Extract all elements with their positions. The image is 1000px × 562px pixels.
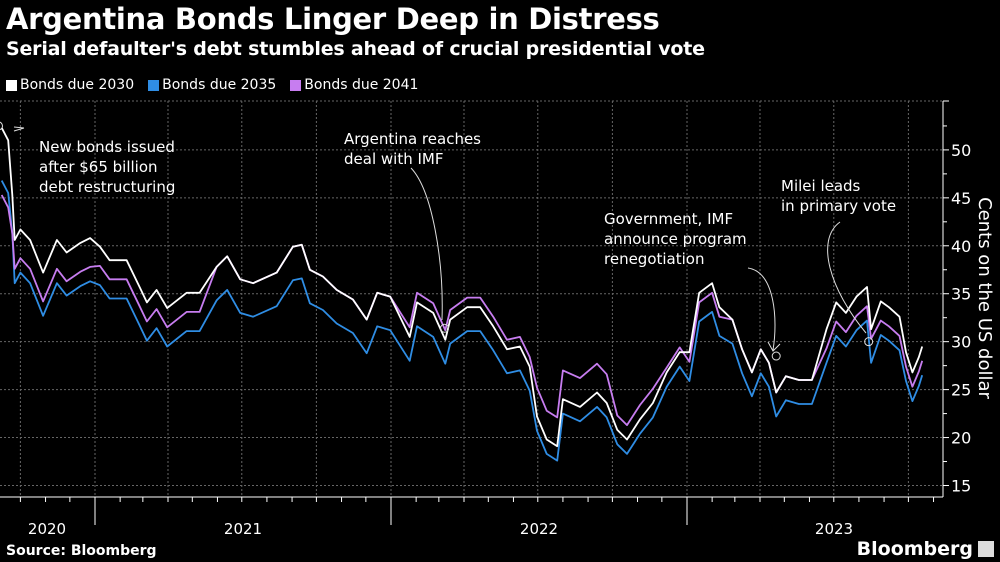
y-tick-label: 30 bbox=[951, 333, 971, 352]
annotation-text: New bonds issued bbox=[39, 138, 175, 156]
legend-label-2035: Bonds due 2035 bbox=[162, 77, 277, 93]
axes: 15 20 25 30 35 40 45 50 2020 2021 2022 2023 Cents on… bbox=[0, 100, 995, 538]
annotation-text: announce program bbox=[604, 230, 747, 248]
chart-title: Argentina Bonds Linger Deep in Distress bbox=[6, 2, 660, 36]
annotation-text: Government, IMF bbox=[604, 210, 733, 228]
annotation-text: deal with IMF bbox=[344, 150, 443, 168]
logo-chart-icon bbox=[978, 541, 994, 557]
legend-swatch-2041 bbox=[290, 79, 302, 91]
x-tick-label: 2022 bbox=[520, 520, 558, 538]
x-tick-label: 2023 bbox=[815, 520, 853, 538]
legend-item-2030: Bonds due 2030 bbox=[6, 77, 134, 93]
y-tick-label: 45 bbox=[951, 189, 971, 208]
annotation-text: Milei leads bbox=[781, 177, 861, 195]
bloomberg-logo: Bloomberg bbox=[857, 538, 994, 560]
legend-swatch-2035 bbox=[148, 79, 160, 91]
legend-swatch-2030 bbox=[6, 79, 17, 91]
source-note: Source: Bloomberg bbox=[6, 543, 157, 559]
annotation-marker bbox=[771, 351, 781, 361]
series-lines bbox=[0, 127, 924, 462]
y-axis-label: Cents on the US dollar bbox=[974, 197, 995, 399]
x-tick-label: 2020 bbox=[28, 520, 66, 538]
annotation-text: debt restructuring bbox=[39, 178, 175, 196]
annotation-text: Argentina reaches bbox=[344, 130, 481, 148]
chart-subtitle: Serial defaulter's debt stumbles ahead o… bbox=[6, 38, 705, 60]
series-line-bonds-due-2035 bbox=[0, 180, 924, 462]
annotation-marker bbox=[0, 121, 3, 131]
y-tick-label: 40 bbox=[951, 237, 971, 256]
legend: Bonds due 2030 Bonds due 2035 Bonds due … bbox=[6, 77, 418, 93]
annotation-marker bbox=[864, 337, 874, 347]
annotation-text: in primary vote bbox=[781, 197, 896, 215]
y-tick-label: 20 bbox=[951, 429, 971, 448]
legend-item-2041: Bonds due 2041 bbox=[290, 77, 418, 93]
annotation-arrow bbox=[410, 167, 443, 321]
series-line-bonds-due-2030 bbox=[0, 127, 924, 448]
annotation-text: after $65 billion bbox=[39, 158, 158, 176]
legend-label-2030: Bonds due 2030 bbox=[20, 77, 135, 93]
annotation-arrow bbox=[827, 221, 867, 334]
annotations: New bonds issued after $65 billion debt re… bbox=[0, 121, 896, 361]
annotation-text: renegotiation bbox=[604, 250, 704, 268]
y-tick-label: 25 bbox=[951, 381, 971, 400]
legend-label-2041: Bonds due 2041 bbox=[304, 77, 419, 93]
y-tick-label: 50 bbox=[951, 141, 971, 160]
legend-item-2035: Bonds due 2035 bbox=[148, 77, 276, 93]
logo-text: Bloomberg bbox=[856, 538, 973, 560]
annotation-marker bbox=[440, 323, 450, 333]
annotation-arrow bbox=[747, 267, 781, 352]
y-tick-label: 35 bbox=[951, 285, 971, 304]
x-tick-label: 2021 bbox=[224, 520, 262, 538]
y-tick-label: 15 bbox=[951, 476, 971, 495]
annotation-arrow bbox=[13, 126, 25, 132]
